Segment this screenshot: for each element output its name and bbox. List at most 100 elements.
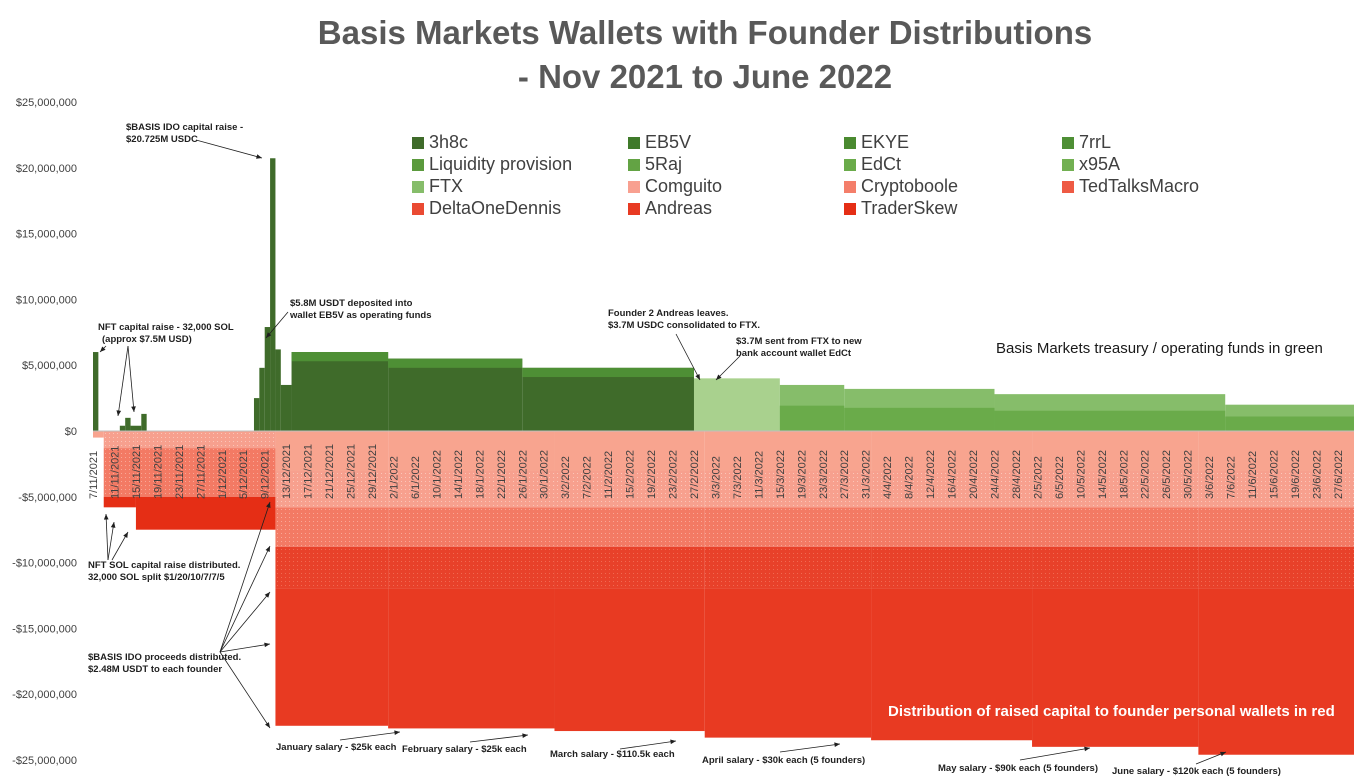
x-tick-label: 18/1/2022 <box>474 450 486 499</box>
y-tick-label: -$20,000,000 <box>12 689 77 701</box>
red-area-segment <box>871 546 1033 589</box>
y-tick-label: -$15,000,000 <box>12 623 77 635</box>
red-area-segment <box>103 448 136 497</box>
x-tick-label: 11/11/2021 <box>109 446 121 499</box>
arrow-head <box>695 374 700 380</box>
red-area-segment <box>388 546 555 589</box>
x-tick-label: 15/2/2022 <box>625 450 637 499</box>
annotation-ido-distributed: $BASIS IDO proceeds distributed. $2.48M U… <box>88 652 242 675</box>
legend-item: Liquidity provision <box>412 154 572 175</box>
x-tick-label: 23/2/2022 <box>668 450 680 499</box>
x-tick-label: 10/1/2022 <box>431 450 443 499</box>
x-tick-label: 14/1/2022 <box>453 450 465 499</box>
red-area-segment <box>871 507 1033 547</box>
y-tick-label: $20,000,000 <box>16 163 77 175</box>
x-tick-label: 22/1/2022 <box>496 450 508 499</box>
annotation-may-salary: May salary - $90k each (5 founders) <box>938 763 1098 774</box>
legend-label: EB5V <box>645 132 692 152</box>
legend-label: TraderSkew <box>861 198 958 218</box>
legend-swatch <box>628 181 640 193</box>
arrow-head <box>394 730 400 736</box>
legend-swatch <box>412 137 424 149</box>
legend-label: DeltaOneDennis <box>429 198 562 218</box>
red-area-segment <box>704 470 872 508</box>
x-tick-label: 19/2/2022 <box>646 450 658 499</box>
x-tick-label: 30/5/2022 <box>1183 450 1195 499</box>
annotation-arrow <box>219 643 271 653</box>
x-tick-label: 8/4/2022 <box>904 456 916 499</box>
arrow-head <box>670 739 676 745</box>
arrow-head <box>1220 751 1226 757</box>
legend-item: EdCt <box>844 154 901 175</box>
red-area-segment <box>275 507 389 547</box>
annotation-arrow <box>1019 747 1091 761</box>
green-upper-band <box>522 367 694 378</box>
x-tick-label: 11/2/2022 <box>603 451 615 499</box>
annotation-nft-distributed: NFT SOL capital raise distributed. 32,000… <box>88 560 241 583</box>
annotation-arrow <box>265 311 289 339</box>
x-tick-label: 24/4/2022 <box>989 450 1001 499</box>
annotation-arrow <box>219 651 271 729</box>
annotation-arrow <box>117 345 129 417</box>
arrow-head <box>110 522 116 528</box>
legend-swatch <box>628 203 640 215</box>
red-area-segment <box>1032 470 1199 508</box>
red-area-segment <box>388 431 555 471</box>
legend-label: 5Raj <box>645 154 683 174</box>
x-tick-label: 27/6/2022 <box>1333 450 1345 499</box>
arrow-head <box>264 592 270 598</box>
arrow-head <box>100 346 106 352</box>
green-area-segment <box>141 413 147 431</box>
green-area-segment <box>259 367 265 431</box>
green-area-segment <box>270 158 276 431</box>
x-tick-label: 1/12/2021 <box>217 450 229 499</box>
legend-label: TedTalksMacro <box>1079 176 1200 196</box>
x-tick-label: 22/5/2022 <box>1140 450 1152 499</box>
annotation-apr-salary: April salary - $30k each (5 founders) <box>702 755 866 766</box>
legend-swatch <box>628 137 640 149</box>
y-tick-label: -$10,000,000 <box>12 558 77 570</box>
green-area-segment <box>275 349 281 431</box>
legend-item: x95A <box>1062 154 1120 175</box>
arrow-head <box>716 374 722 380</box>
x-tick-label: 27/11/2021 <box>195 445 207 499</box>
annotation-arrow <box>339 731 401 741</box>
arrow-head <box>834 742 840 748</box>
y-tick-label: $15,000,000 <box>16 229 77 241</box>
x-tick-label: 3/6/2022 <box>1204 456 1216 499</box>
y-tick-label: $10,000,000 <box>16 294 77 306</box>
red-area-segment <box>704 546 872 589</box>
arrow-head <box>1084 746 1090 752</box>
green-area-segment <box>130 425 142 431</box>
green-area-segment <box>125 417 131 431</box>
x-tick-label: 17/12/2021 <box>303 444 315 499</box>
x-tick-label: 21/12/2021 <box>324 444 336 499</box>
y-tick-label: $0 <box>65 426 77 438</box>
x-tick-label: 15/6/2022 <box>1269 450 1281 499</box>
green-lower-band <box>994 410 1226 431</box>
chart-title: Basis Markets Wallets with Founder Distr… <box>317 14 1093 51</box>
red-area-segment <box>135 431 276 449</box>
green-lower-band <box>1225 416 1354 431</box>
legend-item: DeltaOneDennis <box>412 198 561 219</box>
legend-item: FTX <box>412 176 463 197</box>
legend-label: EKYE <box>861 132 910 152</box>
red-area-segment <box>103 431 136 449</box>
y-tick-label: -$25,000,000 <box>12 755 77 767</box>
red-area-segment <box>388 588 555 729</box>
green-area-segment <box>522 367 694 431</box>
x-tick-label: 15/11/2021 <box>131 445 143 499</box>
x-tick-label: 18/5/2022 <box>1118 450 1130 499</box>
x-tick-label: 11/6/2022 <box>1247 451 1259 499</box>
arrow-head <box>522 733 528 738</box>
legend-label: 3h8c <box>429 132 469 152</box>
red-area-segment <box>275 588 389 726</box>
legend-swatch <box>844 181 856 193</box>
legend-swatch <box>628 159 640 171</box>
legend-item: EKYE <box>844 132 909 153</box>
red-area-segment <box>871 588 1033 741</box>
arrow-head <box>123 532 128 538</box>
x-tick-label: 12/4/2022 <box>925 450 937 499</box>
red-area-segment <box>1032 588 1199 747</box>
annotation-jan-salary: January salary - $25k each <box>276 742 397 753</box>
